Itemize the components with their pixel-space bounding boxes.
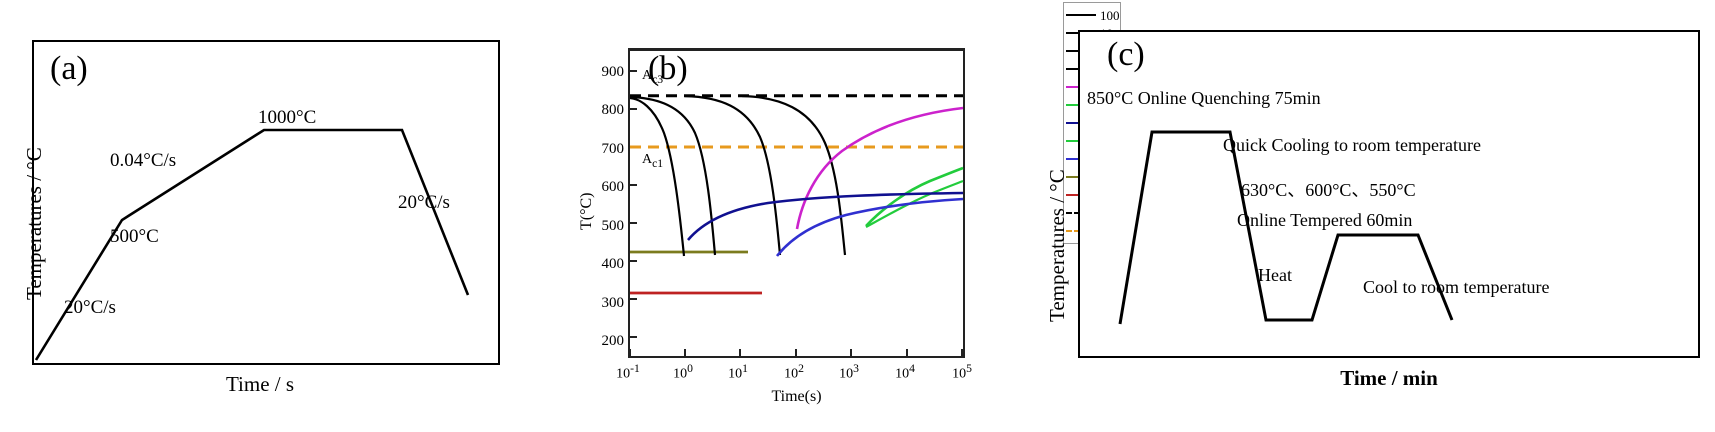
y-tick-900: 900 xyxy=(601,64,625,80)
panel-b-bainite-start-curve xyxy=(687,191,964,241)
panel-c-label: (c) xyxy=(1107,36,1145,73)
panel-b-cooling-curve-100 xyxy=(629,96,686,257)
panel-b-y-ticks xyxy=(630,70,637,338)
panel-a-curve-svg xyxy=(34,128,470,361)
panel-c-annotation-quenching: 850°C Online Quenching 75min xyxy=(1087,88,1321,108)
legend-item-100: 100 xyxy=(1064,6,1120,24)
y-tick-600: 600 xyxy=(601,179,625,195)
panel-c-thermal-profile-line xyxy=(1118,130,1454,325)
panel-c-plot-frame xyxy=(1078,30,1700,358)
panel-c-annotation-tempering-time: Online Tempered 60min xyxy=(1237,210,1413,230)
x-tick-base-2: 10 xyxy=(728,366,743,382)
panel-c: (c) Temperatures / °C Time / min 850°C O… xyxy=(1045,0,1715,432)
panel-b-x-tick-labels: 10-1 100 101 102 103 104 105 xyxy=(520,363,1065,391)
panel-c-curve-svg xyxy=(1118,130,1454,325)
x-tick-exp-2: 1 xyxy=(742,362,748,375)
panel-b-x-axis-title: Time(s) xyxy=(771,388,822,405)
panel-b-cooling-curve-1 xyxy=(684,94,782,256)
panel-b-pearlite-start-curve xyxy=(865,166,964,227)
panel-a: (a) Temperatures / °C Time / s 1000°C 0.… xyxy=(0,0,520,432)
x-tick-base-0: 10 xyxy=(616,366,631,382)
y-tick-700: 700 xyxy=(601,141,625,157)
panel-b-ac3-tag-sub: c3 xyxy=(652,72,664,86)
panel-b: 900 800 700 600 500 400 300 200 xyxy=(520,0,1065,432)
panel-b-cooling-curve-10 xyxy=(629,95,717,256)
panel-b-y-tick-labels: 900 800 700 600 500 400 300 200 xyxy=(572,0,625,432)
x-tick-exp-1: 0 xyxy=(687,362,693,375)
x-tick-exp-4: 3 xyxy=(853,362,859,375)
panel-b-plot-frame xyxy=(628,48,965,358)
x-tick-exp-3: 2 xyxy=(798,362,804,375)
panel-c-y-axis-title: Temperatures / °C xyxy=(1045,169,1069,322)
x-tick-1e1: 101 xyxy=(728,363,748,382)
panel-b-bainite-finish-curve xyxy=(775,197,964,257)
panel-a-annotation-peak-temp: 1000°C xyxy=(258,107,317,128)
x-tick-exp-0: -1 xyxy=(630,362,640,375)
x-tick-1e5: 105 xyxy=(952,363,972,382)
x-tick-1e3: 103 xyxy=(839,363,859,382)
x-tick-base-5: 10 xyxy=(895,366,910,382)
x-tick-base-6: 10 xyxy=(952,366,967,382)
x-tick-exp-5: 4 xyxy=(909,362,915,375)
panel-c-annotation-heat: Heat xyxy=(1258,265,1292,285)
y-tick-300: 300 xyxy=(601,295,625,311)
panel-a-annotation-initial-heating-rate: 20°C/s xyxy=(64,297,116,318)
panel-c-annotation-tempering-temps: 630°C、600°C、550°C xyxy=(1241,180,1416,200)
x-tick-1e0: 100 xyxy=(673,363,693,382)
x-tick-base-4: 10 xyxy=(839,366,854,382)
panel-a-y-axis-title: Temperatures / °C xyxy=(22,147,46,300)
panel-c-x-axis-title: Time / min xyxy=(1340,366,1438,390)
y-tick-800: 800 xyxy=(601,102,625,118)
panel-b-pearlite-finish-curve xyxy=(865,179,964,228)
panel-b-ac1-tag-sub: c1 xyxy=(652,156,664,170)
legend-swatch-100 xyxy=(1066,14,1096,16)
panel-c-annotation-quick-cooling: Quick Cooling to room temperature xyxy=(1223,135,1481,155)
panel-b-label: (b) xyxy=(648,50,688,87)
panel-b-cooling-curve-01 xyxy=(741,94,847,256)
panel-b-x-ticks xyxy=(629,349,963,357)
x-tick-1e-1: 10-1 xyxy=(616,363,640,382)
panel-a-label: (a) xyxy=(50,50,88,87)
panel-c-annotation-cool-to-rt: Cool to room temperature xyxy=(1363,277,1550,297)
panel-a-x-axis-title: Time / s xyxy=(225,372,295,396)
x-tick-1e2: 102 xyxy=(784,363,804,382)
panel-a-annotation-slow-heating-rate: 0.04°C/s xyxy=(110,150,177,171)
x-tick-base-3: 10 xyxy=(784,366,799,382)
panel-b-ac1-tag-base: A xyxy=(642,152,653,167)
y-tick-500: 500 xyxy=(601,218,625,234)
panel-b-y-axis-title: T(°C) xyxy=(578,192,595,231)
x-tick-exp-6: 5 xyxy=(966,362,972,375)
x-tick-1e4: 104 xyxy=(895,363,915,382)
y-tick-400: 400 xyxy=(601,256,625,272)
panel-a-annotation-intermediate-temp: 500°C xyxy=(110,226,159,247)
legend-label-100: 100 xyxy=(1100,7,1120,23)
panel-b-ac3-tag: Ac3 xyxy=(642,68,663,86)
panel-b-cct-svg xyxy=(629,70,964,357)
panel-b-ferrite-start-curve xyxy=(795,106,964,230)
y-tick-200: 200 xyxy=(601,333,625,349)
panel-a-annotation-cooling-rate: 20°C/s xyxy=(398,192,450,213)
panel-a-thermal-profile-line xyxy=(34,128,470,361)
panel-b-ac1-tag: Ac1 xyxy=(642,152,663,170)
x-tick-base-1: 10 xyxy=(673,366,688,382)
panel-b-ac3-tag-base: A xyxy=(642,68,653,83)
panel-a-plot-frame xyxy=(32,40,500,365)
